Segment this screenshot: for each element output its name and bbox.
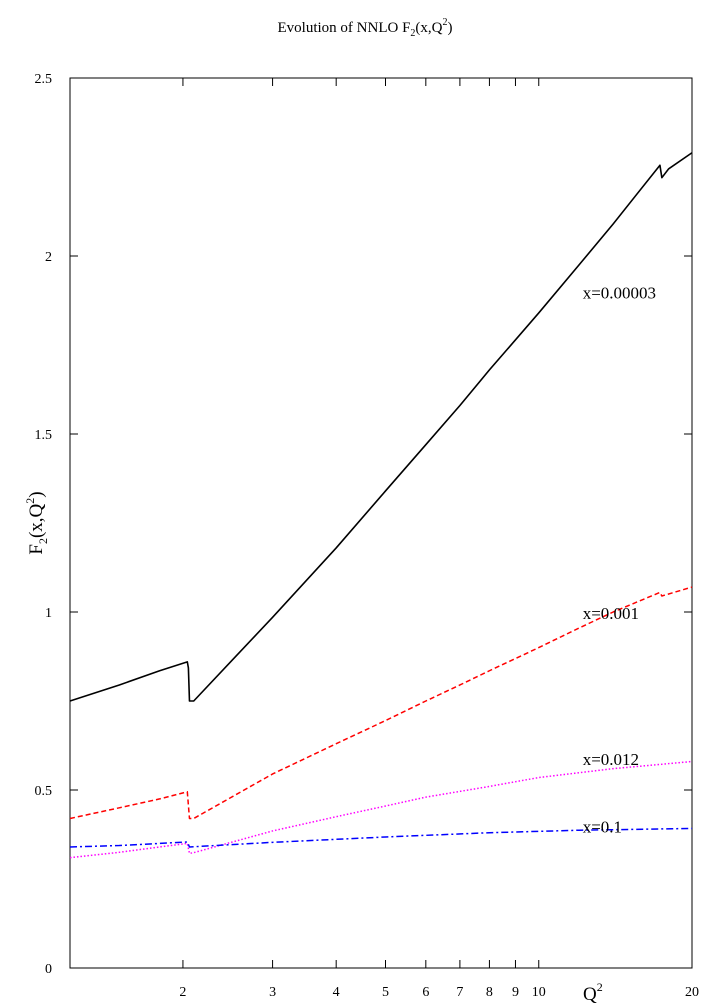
x-tick-label-7: 7	[456, 985, 463, 1000]
series-line-x-0-001	[69, 586, 693, 820]
chart-title-mid: (x,Q	[415, 20, 442, 36]
curve-label-x-0-00003: x=0.00003	[583, 284, 656, 303]
x-tick-label-9: 9	[512, 985, 519, 1000]
series-line-x-0-1	[69, 827, 693, 848]
curve-label-x-0-012: x=0.012	[583, 750, 639, 769]
series-layer	[69, 152, 693, 859]
chart-title-end: )	[448, 20, 453, 36]
x-tick-label-20: 20	[685, 985, 699, 1000]
x-tick-label-10: 10	[532, 985, 546, 1000]
y-axis-label-main: F	[26, 544, 47, 555]
chart-title-main: Evolution of NNLO F	[278, 20, 411, 36]
x-tick-label-2: 2	[179, 985, 186, 1000]
y-axis-label-mid: (x,Q	[26, 503, 47, 538]
y-tick-label-2: 2	[45, 250, 52, 265]
axis-ticks: 2 3 4 5 6 7 8 9 10 20 0 0.5 1 1.5 2 2.5	[35, 72, 700, 1000]
y-axis-label-superscript: 2	[23, 498, 37, 504]
y-axis-label-subscript: 2	[36, 538, 50, 544]
x-tick-label-3: 3	[269, 985, 276, 1000]
chart-title-subscript: 2	[410, 28, 415, 39]
y-tick-label-1: 1	[45, 606, 52, 621]
x-tick-label-5: 5	[382, 985, 389, 1000]
series-line-x-0-00003	[69, 152, 693, 702]
y-tick-label-0: 0	[45, 962, 52, 977]
y-tick-label-1-5: 1.5	[35, 428, 53, 443]
curve-label-x-0-001: x=0.001	[583, 604, 639, 623]
x-axis-label: Q2	[583, 980, 603, 1005]
curve-labels: x=0.00003 x=0.001 x=0.012 x=0.1	[583, 284, 656, 837]
x-axis-label-superscript: 2	[597, 980, 603, 994]
y-tick-label-0-5: 0.5	[35, 784, 53, 799]
curve-label-x-0-1: x=0.1	[583, 818, 622, 837]
x-tick-label-8: 8	[486, 985, 493, 1000]
x-tick-label-4: 4	[333, 985, 340, 1000]
chart-title-superscript: 2	[443, 17, 448, 28]
plot-frame	[69, 77, 693, 969]
y-axis-label: F2(x,Q2)	[23, 491, 50, 554]
x-axis-label-main: Q	[583, 984, 597, 1005]
y-axis-label-end: )	[26, 491, 47, 497]
chart-title: Evolution of NNLO F2(x,Q2)	[278, 17, 453, 39]
series-line-x-0-012	[69, 760, 693, 859]
x-tick-label-6: 6	[422, 985, 429, 1000]
y-tick-label-2-5: 2.5	[35, 72, 53, 87]
